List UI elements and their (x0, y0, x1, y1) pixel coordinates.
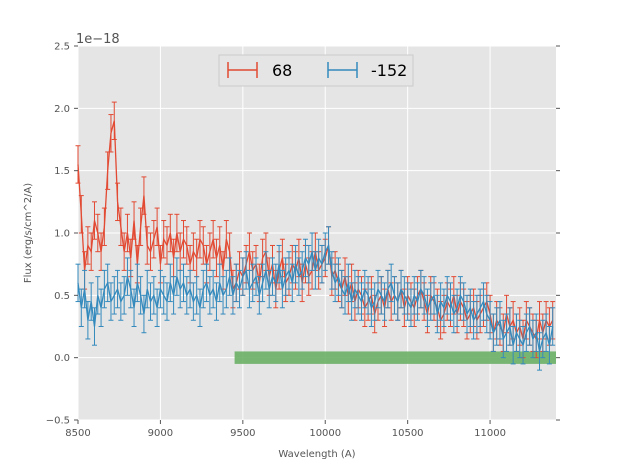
band-layer (234, 351, 556, 364)
y-tick-label: −0.5 (46, 416, 70, 427)
x-tick-label: 9000 (148, 428, 173, 439)
legend-label-neg152: -152 (371, 61, 407, 80)
y-tick-label: 0.0 (54, 353, 70, 364)
legend-label-68: 68 (272, 61, 292, 80)
legend: 68 -152 (218, 54, 414, 87)
y-tick-label: 2.0 (54, 104, 70, 115)
series-layer (75, 101, 556, 371)
x-tick-label: 11000 (474, 428, 506, 439)
green-band (234, 351, 556, 364)
x-axis-label: Wavelength (A) (278, 449, 355, 460)
y-tick-label: 2.5 (54, 42, 70, 53)
series-1 (75, 226, 556, 371)
x-tick-label: 8500 (65, 428, 90, 439)
x-tick-label: 9500 (230, 428, 255, 439)
y-tick-label: 1.0 (54, 229, 70, 240)
series-line (77, 243, 554, 352)
y-ticks: −0.5 0.0 0.5 1.0 1.5 2.0 2.5 (46, 42, 560, 427)
x-tick-label: 10000 (309, 428, 341, 439)
legend-marker-neg152 (327, 62, 358, 78)
x-ticks: 8500 9000 9500 10000 10500 11000 (65, 420, 506, 439)
y-axis-label: Flux (erg/s/cm^2/A) (23, 183, 34, 283)
y-tick-label: 0.5 (54, 291, 70, 302)
legend-marker-68 (227, 62, 258, 78)
x-tick-label: 10500 (392, 428, 424, 439)
y-tick-label: 1.5 (54, 166, 70, 177)
y-offset-label: 1e−18 (76, 32, 120, 47)
